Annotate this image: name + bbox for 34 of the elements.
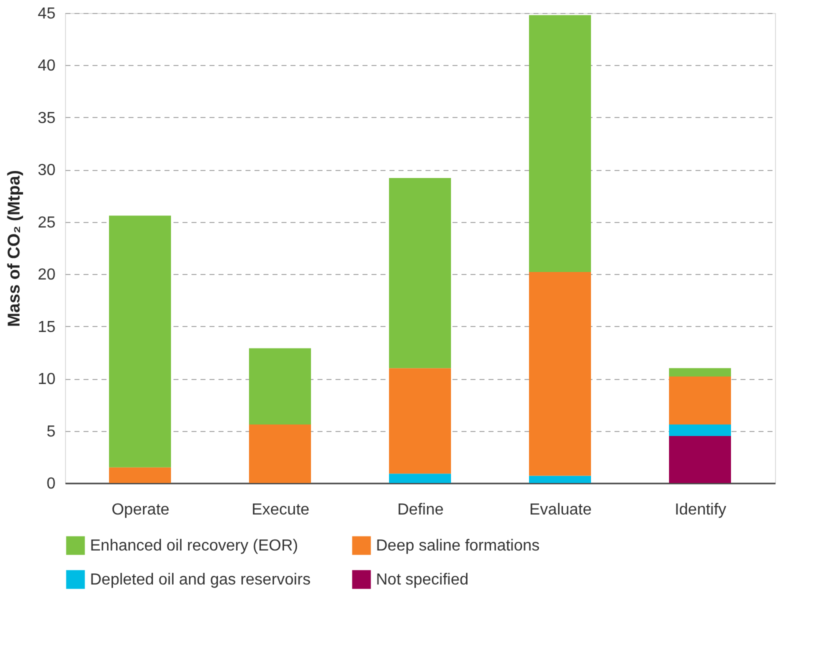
bar [109,467,171,483]
y-tick-label: 0 [46,476,56,492]
legend-label: Not specified [376,572,468,588]
bar [529,272,591,476]
y-tick-label: 10 [38,371,56,388]
x-tick-label: Evaluate [529,502,592,518]
bar [529,476,591,483]
legend-label: Deep saline formations [376,538,540,555]
bar [389,368,451,474]
y-tick-label: 30 [38,162,56,180]
bar [389,474,451,483]
bar [669,436,731,483]
y-tick-label: 40 [38,58,56,75]
bar [109,216,171,468]
bar [389,178,451,368]
x-tick-label: Operate [112,502,170,518]
bar [669,424,731,436]
y-tick-label: 20 [38,266,56,284]
bar [669,368,731,376]
y-tick-label: 15 [38,318,56,336]
bar [249,348,311,425]
legend-label: Enhanced oil recovery (EOR) [90,538,298,555]
y-tick-label: 35 [38,110,56,127]
x-tick-label: Identify [674,502,726,518]
legend-label: Depleted oil and gas reservoirs [90,572,311,588]
y-tick-label: 5 [46,423,56,440]
y-tick-label: 25 [38,214,56,232]
x-tick-label: Execute [252,502,310,518]
bar [669,376,731,425]
bar [529,15,591,272]
bar [249,424,311,483]
y-axis-title: Mass of CO₂ (Mtpa) [4,170,24,327]
x-tick-label: Define [397,502,444,518]
y-tick-label: 45 [38,6,56,22]
